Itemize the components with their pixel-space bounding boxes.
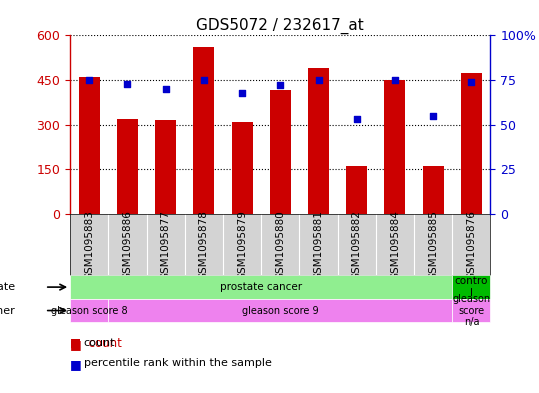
Bar [155,120,176,214]
Text: gleason
score
n/a: gleason score n/a [452,294,490,327]
Bar [423,166,444,214]
Bar [70,299,108,322]
Bar [461,73,482,214]
Point [161,86,170,92]
Bar [452,299,490,322]
Point [429,113,438,119]
Bar [117,119,138,214]
Bar [308,68,329,214]
Text: ■  count: ■ count [70,336,122,349]
Text: disease state: disease state [0,282,16,292]
Text: other: other [0,305,16,316]
Text: ■: ■ [70,338,82,351]
Point [85,77,93,83]
Text: GSM1095886: GSM1095886 [122,210,133,279]
Text: GSM1095877: GSM1095877 [161,210,171,279]
Text: GSM1095881: GSM1095881 [314,210,323,279]
Text: gleason score 9: gleason score 9 [242,305,319,316]
Point [199,77,208,83]
Text: contro
l: contro l [455,276,488,298]
Text: ■: ■ [70,358,82,371]
Point [391,77,399,83]
Text: GSM1095884: GSM1095884 [390,210,400,279]
Bar [452,275,490,299]
Text: GSM1095885: GSM1095885 [428,210,438,279]
Text: gleason score 8: gleason score 8 [51,305,128,316]
Text: GSM1095882: GSM1095882 [352,210,362,279]
Title: GDS5072 / 232617_at: GDS5072 / 232617_at [196,18,364,34]
Text: GSM1095880: GSM1095880 [275,210,285,279]
Text: percentile rank within the sample: percentile rank within the sample [84,358,272,367]
Text: prostate cancer: prostate cancer [220,282,302,292]
Point [467,79,476,85]
Text: count: count [84,338,115,348]
Text: GSM1095876: GSM1095876 [466,210,476,279]
Point [353,116,361,123]
Bar [270,90,291,214]
Point [276,82,285,88]
Text: GSM1095878: GSM1095878 [199,210,209,279]
Bar [232,122,253,214]
Text: GSM1095883: GSM1095883 [84,210,94,279]
Bar [108,299,452,322]
Bar [79,77,100,214]
Bar [346,166,367,214]
Bar [194,47,215,214]
Bar [384,80,405,214]
Point [238,89,246,95]
Point [314,77,323,83]
Point [123,81,132,87]
Text: GSM1095879: GSM1095879 [237,210,247,279]
